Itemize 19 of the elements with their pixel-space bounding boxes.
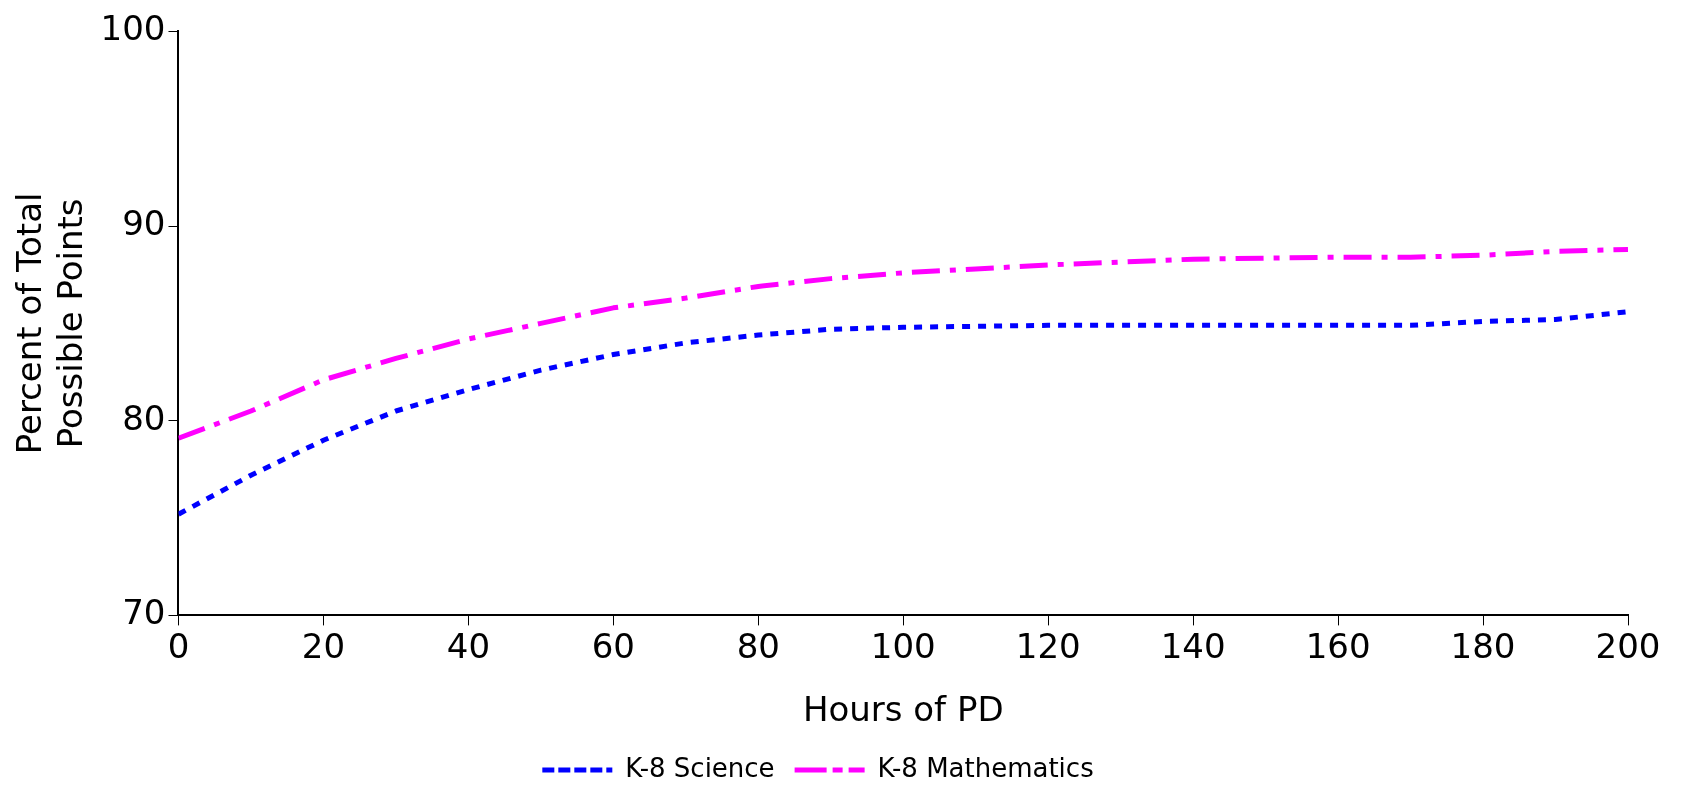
x-tick-label: 180 bbox=[1450, 625, 1516, 666]
y-tick-label: 80 bbox=[122, 397, 166, 438]
x-tick-label: 60 bbox=[591, 625, 635, 666]
x-tick-label: 0 bbox=[167, 625, 190, 666]
x-tick-label: 120 bbox=[1015, 625, 1081, 666]
x-tick-label: 80 bbox=[736, 625, 780, 666]
x-tick-label: 160 bbox=[1305, 625, 1371, 666]
x-tick-label: 200 bbox=[1595, 625, 1661, 666]
x-tick-label: 140 bbox=[1160, 625, 1226, 666]
legend-label: K-8 Science bbox=[625, 752, 775, 783]
y-tick-label: 70 bbox=[122, 592, 166, 633]
x-tick-label: 20 bbox=[301, 625, 346, 666]
x-axis-title: Hours of PD bbox=[802, 689, 1004, 730]
y-tick-label: 90 bbox=[122, 202, 166, 243]
x-tick-label: 40 bbox=[446, 625, 491, 666]
x-tick-label: 100 bbox=[870, 625, 936, 666]
y-tick-label: 100 bbox=[100, 8, 166, 49]
legend-label: K-8 Mathematics bbox=[877, 752, 1094, 783]
y-axis-title: Percent of Total Possible Points bbox=[9, 192, 91, 455]
